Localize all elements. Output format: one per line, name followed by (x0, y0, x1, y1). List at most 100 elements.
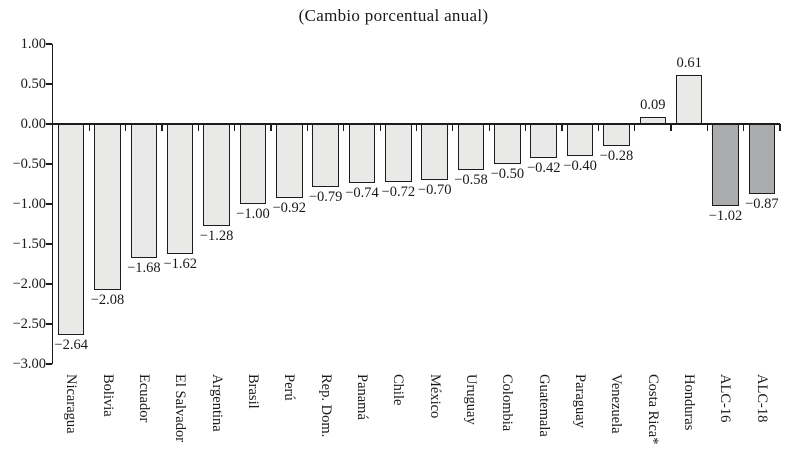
bar (348, 124, 376, 184)
bar (748, 124, 776, 194)
category-label: Perú (281, 374, 298, 401)
baseline-tick (125, 124, 127, 131)
bar (276, 124, 303, 198)
y-tick (45, 243, 52, 245)
bar-value-label: −0.74 (345, 185, 379, 202)
baseline-tick (743, 124, 745, 131)
bar-value-label: 0.09 (640, 96, 666, 113)
bar-value-label: −0.58 (454, 172, 488, 189)
baseline-tick (561, 124, 563, 131)
bar-value-label: −0.92 (272, 199, 307, 216)
y-tick-label: −1.00 (12, 196, 46, 212)
bar-value-label: 0.61 (676, 55, 702, 72)
bar (421, 124, 448, 180)
category-label: Rep. Dom. (317, 374, 334, 438)
bar (312, 124, 339, 188)
y-tick (45, 83, 52, 85)
category-label: Bolivia (99, 374, 116, 417)
bar-value-label: −0.70 (417, 182, 452, 198)
chart-title: (Cambio porcentual anual) (298, 6, 489, 25)
bar-value-label: −1.68 (127, 260, 161, 277)
bar (94, 124, 121, 291)
category-label: Guatemala (535, 374, 552, 437)
baseline-tick (379, 124, 381, 131)
category-label: ALC-18 (753, 374, 770, 423)
y-tick (45, 283, 52, 285)
y-tick-label: −3.00 (12, 356, 46, 372)
y-tick-label: 0.50 (20, 76, 46, 92)
category-label: Paraguay (572, 374, 589, 428)
baseline-tick (488, 124, 490, 131)
bar (639, 116, 667, 124)
bar-value-label: −1.00 (236, 206, 270, 222)
category-label: ALC-16 (717, 374, 734, 423)
y-tick-label: −1.50 (12, 236, 46, 252)
bar-value-label: −2.64 (54, 337, 88, 354)
category-label: Panamá (353, 374, 370, 420)
bar-value-label: −1.28 (199, 228, 234, 245)
bar-value-label: −0.72 (381, 183, 416, 200)
category-label: El Salvador (172, 374, 189, 443)
y-tick (45, 163, 52, 165)
category-label: Honduras (681, 374, 698, 431)
y-tick (45, 123, 52, 125)
bar (239, 124, 267, 204)
category-label: Nicaragua (63, 374, 80, 434)
category-label: Venezuela (608, 374, 625, 434)
baseline-tick (452, 124, 454, 131)
zero-line (53, 123, 780, 125)
baseline-tick (779, 124, 781, 131)
baseline-tick (670, 124, 672, 131)
baseline-tick (161, 124, 163, 131)
bar (530, 124, 557, 158)
baseline-tick (306, 124, 309, 131)
category-label: Brasil (244, 374, 261, 409)
bar (712, 124, 739, 206)
bar-value-label: −2.08 (90, 292, 125, 309)
baseline-tick (633, 124, 636, 131)
y-tick (45, 363, 52, 365)
baseline-tick (597, 124, 599, 131)
bar (675, 75, 703, 124)
baseline-tick (197, 124, 200, 131)
bar (130, 124, 158, 259)
y-tick (45, 323, 52, 325)
bar (566, 124, 594, 156)
baseline-tick (706, 124, 708, 131)
bar (166, 124, 194, 254)
bar-value-label: −0.50 (490, 166, 525, 182)
category-label: México (426, 374, 443, 419)
baseline-tick (88, 124, 90, 131)
bar-value-label: −1.02 (708, 207, 743, 224)
y-tick-label: −0.50 (12, 156, 46, 172)
category-label: Colombia (499, 374, 516, 432)
baseline-tick (415, 124, 418, 131)
bar-value-label: −0.28 (599, 148, 634, 165)
baseline-tick (270, 124, 272, 131)
bar (603, 124, 630, 147)
bar-value-label: −0.42 (526, 159, 561, 176)
bar (385, 124, 412, 182)
bar-value-label: −0.79 (308, 189, 343, 206)
category-label: Chile (390, 374, 407, 406)
bar (203, 124, 230, 227)
y-tick-label: −2.00 (12, 276, 46, 292)
category-label: Argentina (208, 374, 225, 432)
bar-value-label: −0.40 (563, 158, 597, 174)
category-label: Uruguay (463, 374, 480, 425)
bar-value-label: −0.87 (745, 195, 779, 212)
category-label: Costa Rica* (644, 374, 661, 445)
baseline-tick (524, 124, 527, 131)
y-tick (45, 43, 52, 45)
bar (494, 124, 521, 164)
y-tick (45, 203, 52, 205)
category-label: Ecuador (135, 374, 152, 423)
bar (457, 124, 485, 171)
y-tick-label: 0.00 (20, 116, 46, 132)
bar (57, 124, 85, 336)
y-tick-label: 1.00 (20, 36, 46, 52)
y-tick-label: −2.50 (12, 316, 46, 332)
baseline-tick (343, 124, 345, 131)
baseline-tick (234, 124, 236, 131)
